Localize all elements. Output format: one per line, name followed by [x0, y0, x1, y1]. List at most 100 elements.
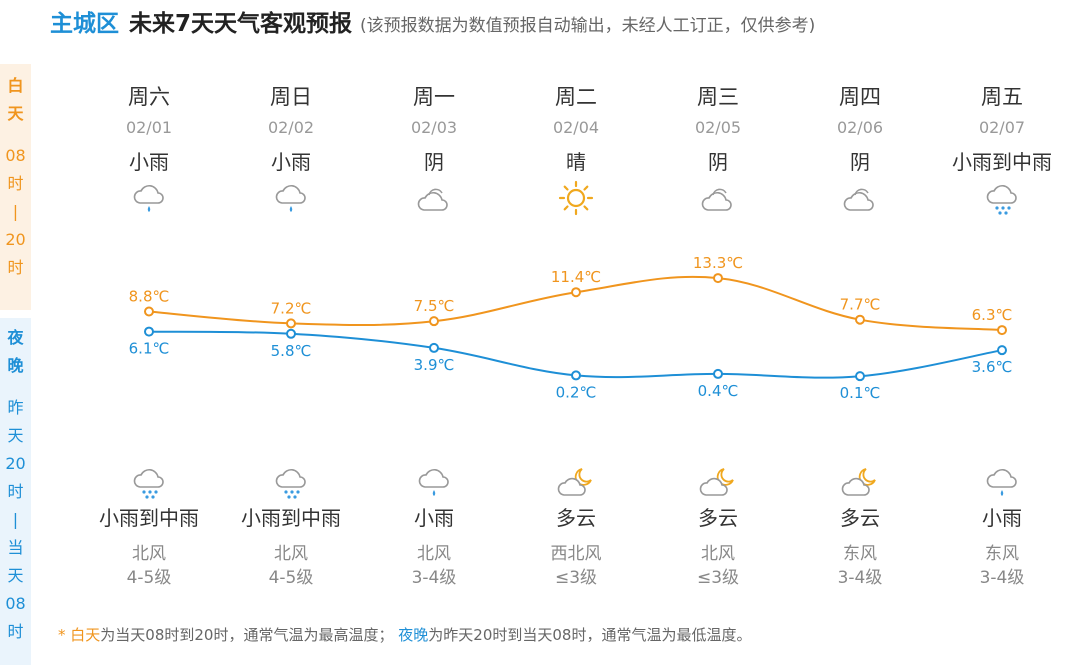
night-weather-label: 小雨到中雨 [99, 506, 199, 530]
low-temp-label: 5.8℃ [271, 342, 312, 360]
night-weather-label: 小雨到中雨 [241, 506, 341, 530]
night-weather-label: 小雨 [982, 506, 1022, 530]
high-temp-label: 13.3℃ [693, 254, 743, 272]
night-weather-label: 多云 [840, 506, 880, 530]
overcast-icon [647, 178, 789, 218]
weekday-label: 周三 [697, 85, 739, 109]
weekday-label: 周五 [981, 85, 1023, 109]
weekday-label: 周日 [270, 85, 312, 109]
high-temp-point [713, 273, 723, 284]
high-temp-label: 6.3℃ [972, 306, 1013, 324]
date-label: 02/01 [125, 118, 173, 137]
wind-direction: 北风 [274, 544, 308, 564]
low-temp-label: 3.9℃ [414, 356, 455, 374]
low-temp-label: 0.2℃ [556, 383, 597, 401]
wind-direction: 东风 [985, 544, 1019, 564]
day-weather-label: 小雨到中雨 [952, 150, 1052, 174]
wind-level: 3-4级 [411, 568, 457, 588]
wind-level: 3-4级 [979, 568, 1025, 588]
low-temp-point [713, 368, 723, 379]
weekday-label: 周四 [839, 85, 881, 109]
wind-level: ≤3级 [696, 568, 740, 588]
night-range-char: 时 [7, 622, 24, 641]
low-temp-point [997, 345, 1007, 356]
wind-level: 3-4级 [837, 568, 883, 588]
rain-icon [78, 462, 220, 502]
high-temp-label: 7.2℃ [271, 299, 312, 317]
wind-direction: 北风 [701, 544, 735, 564]
day-label-char: 白 [7, 76, 24, 95]
overcast-icon [789, 178, 931, 218]
footer-day-term: 白天 [70, 626, 101, 644]
night-range-char: 天 [7, 566, 24, 585]
night-range-char: 当 [7, 538, 24, 557]
date-label: 02/02 [267, 118, 315, 137]
day-range-char: | [12, 202, 19, 221]
low-temp-label: 0.1℃ [840, 384, 881, 402]
day-weather-label: 阴 [708, 150, 728, 174]
page-header: 主城区 未来7天天气客观预报 (该预报数据为数值预报自动输出，未经人工订正，仅供… [50, 4, 815, 40]
high-temp-point [997, 325, 1007, 336]
high-temp-point [286, 318, 296, 329]
wind-direction: 北风 [132, 544, 166, 564]
day-label-char: 天 [7, 104, 24, 123]
date-label: 02/07 [978, 118, 1026, 137]
city-name: 主城区 [50, 11, 119, 37]
day-weather-label: 小雨 [271, 150, 311, 174]
high-temp-point [571, 287, 581, 298]
night-label-char: 晚 [7, 356, 24, 375]
footer-day-desc: 为当天08时到20时，通常气温为最高温度； [100, 626, 394, 644]
low-temp-point [855, 371, 865, 382]
footer-star: * [58, 626, 71, 644]
light-rain-icon [363, 462, 505, 502]
date-label: 02/03 [410, 118, 458, 137]
light-rain-icon [220, 178, 362, 218]
high-temp-label: 11.4℃ [551, 268, 601, 286]
sun-icon [505, 178, 647, 218]
night-range-char: 20 [5, 454, 26, 473]
low-temp-point [286, 328, 296, 339]
night-weather-label: 多云 [698, 506, 738, 530]
day-range-char: 20 [5, 230, 26, 249]
cloudy-night-icon [789, 462, 931, 502]
night-period-label: 夜 晚 昨 天 20 时 | 当 天 08 时 [0, 318, 31, 665]
footer-night-desc: 为昨天20时到当天08时，通常气温为最低温度。 [428, 626, 752, 644]
night-weather-label: 小雨 [414, 506, 454, 530]
cloudy-night-icon [505, 462, 647, 502]
page-title: 未来7天天气客观预报 [129, 11, 353, 37]
day-range-char: 时 [7, 258, 24, 277]
rain-icon [220, 462, 362, 502]
high-temp-point [429, 316, 439, 327]
low-temp-point [429, 342, 439, 353]
night-range-char: 时 [7, 482, 24, 501]
wind-direction: 东风 [843, 544, 877, 564]
day-range-char: 08 [5, 146, 26, 165]
disclaimer-note: (该预报数据为数值预报自动输出，未经人工订正，仅供参考) [360, 16, 816, 36]
wind-level: ≤3级 [554, 568, 598, 588]
weekday-label: 周二 [555, 85, 597, 109]
overcast-icon [363, 178, 505, 218]
wind-level: 4-5级 [268, 568, 314, 588]
high-temp-label: 7.5℃ [414, 297, 455, 315]
date-label: 02/05 [694, 118, 742, 137]
day-weather-label: 阴 [424, 150, 444, 174]
high-temp-label: 7.7℃ [840, 296, 881, 314]
low-temp-point [571, 370, 581, 381]
weekday-label: 周六 [128, 85, 170, 109]
day-weather-label: 晴 [566, 150, 586, 174]
low-temp-point [144, 326, 154, 337]
day-weather-label: 小雨 [129, 150, 169, 174]
night-weather-label: 多云 [556, 506, 596, 530]
footer-note: * 白天为当天08时到20时，通常气温为最高温度； 夜晚为昨天20时到当天08时… [58, 624, 751, 645]
date-label: 02/04 [552, 118, 600, 137]
night-range-char: 昨 [7, 398, 24, 417]
light-rain-icon [931, 462, 1065, 502]
low-temp-label: 6.1℃ [129, 340, 170, 358]
rain-icon [931, 178, 1065, 218]
low-temp-label: 3.6℃ [972, 358, 1013, 376]
day-period-label: 白 天 08 时 | 20 时 [0, 64, 31, 310]
wind-direction: 北风 [417, 544, 451, 564]
high-temp-label: 8.8℃ [129, 288, 170, 306]
wind-direction: 西北风 [550, 544, 602, 564]
